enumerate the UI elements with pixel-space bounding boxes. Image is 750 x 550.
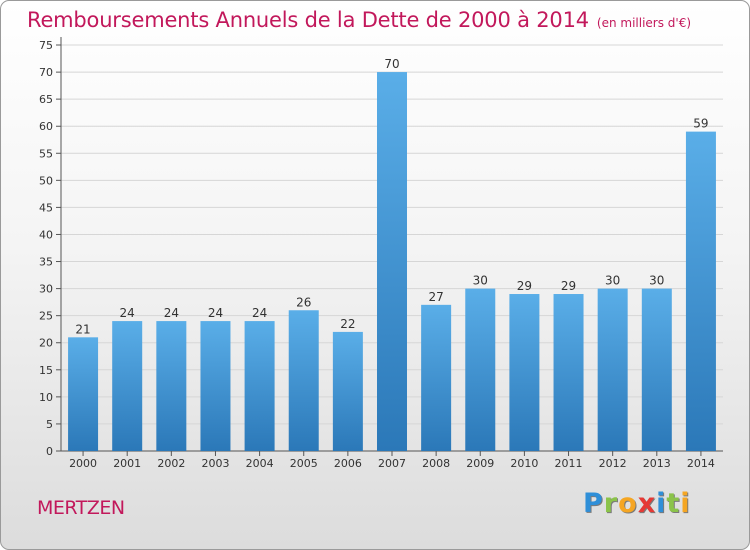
- tick-labels: 0 5 10 15 20 25 30 35 40 45 50 55 60 65 70 75 2000 2001 20…: [39, 39, 715, 470]
- bar-value-label: 29: [517, 279, 532, 293]
- y-tick-label: 60: [39, 120, 53, 133]
- logo-letter: r: [603, 488, 619, 519]
- bar: [112, 321, 143, 451]
- logo-letter: i: [656, 488, 667, 519]
- x-tick-label: 2012: [599, 457, 627, 470]
- x-tick-label: 2001: [113, 457, 141, 470]
- proxiti-logo[interactable]: Proxiti: [583, 488, 691, 519]
- y-tick-label: 65: [39, 93, 53, 106]
- bar-value-label: 27: [428, 290, 443, 304]
- y-tick-label: 25: [39, 310, 53, 323]
- y-tick-label: 0: [46, 445, 53, 458]
- logo-letter: o: [618, 488, 638, 519]
- x-tick-label: 2011: [555, 457, 583, 470]
- chart-title-text: Remboursements Annuels de la Dette de 20…: [27, 8, 589, 32]
- x-tick-label: 2013: [643, 457, 671, 470]
- bar-value-label: 22: [340, 317, 355, 331]
- bar: [200, 321, 231, 451]
- y-tick-label: 45: [39, 201, 53, 214]
- y-tick-label: 55: [39, 147, 53, 160]
- x-tick-label: 2003: [201, 457, 229, 470]
- y-tick-label: 20: [39, 337, 53, 350]
- bar: [553, 294, 584, 451]
- commune-name: MERTZEN: [37, 497, 125, 519]
- x-tick-label: 2000: [69, 457, 97, 470]
- x-tick-label: 2008: [422, 457, 450, 470]
- bar-value-label: 24: [120, 306, 135, 320]
- x-tick-label: 2014: [687, 457, 715, 470]
- bar-value-label: 30: [473, 274, 488, 288]
- bar: [597, 288, 628, 451]
- x-tick-label: 2004: [246, 457, 274, 470]
- bar-value-label: 24: [208, 306, 223, 320]
- data-labels: 21 24 24 24 24 26 22 70 27 30 29 29 30 30 59: [75, 57, 708, 336]
- bar: [641, 288, 672, 451]
- logo-letter: i: [680, 488, 691, 519]
- bar: [68, 337, 99, 451]
- bars: [68, 72, 716, 452]
- y-tick-label: 15: [39, 364, 53, 377]
- bar: [377, 72, 407, 452]
- logo-letter: P: [583, 488, 604, 519]
- y-tick-label: 50: [39, 174, 53, 187]
- x-tick-label: 2009: [466, 457, 494, 470]
- x-tick-label: 2006: [334, 457, 362, 470]
- y-tick-label: 70: [39, 66, 53, 79]
- bar-value-label: 21: [75, 322, 90, 336]
- x-tick-label: 2005: [290, 457, 318, 470]
- bar: [509, 294, 540, 451]
- x-tick-label: 2002: [157, 457, 185, 470]
- bar-value-label: 70: [384, 57, 399, 71]
- logo-letter: t: [666, 488, 681, 519]
- y-tick-label: 30: [39, 283, 53, 296]
- bar-value-label: 24: [164, 306, 179, 320]
- bar: [332, 331, 363, 451]
- bar-value-label: 59: [693, 117, 708, 131]
- bar-value-label: 26: [296, 295, 311, 309]
- chart-title: Remboursements Annuels de la Dette de 20…: [27, 8, 691, 32]
- bar: [244, 321, 275, 451]
- bar-value-label: 29: [561, 279, 576, 293]
- bar: [288, 310, 319, 451]
- y-tick-label: 35: [39, 256, 53, 269]
- bar-value-label: 30: [605, 274, 620, 288]
- bar-value-label: 24: [252, 306, 267, 320]
- x-tick-label: 2010: [510, 457, 538, 470]
- bar-value-label: 30: [649, 274, 664, 288]
- y-tick-label: 10: [39, 391, 53, 404]
- y-tick-label: 75: [39, 39, 53, 52]
- bar: [421, 304, 452, 451]
- y-tick-label: 40: [39, 228, 53, 241]
- bar: [156, 321, 187, 451]
- bar: [685, 131, 716, 451]
- chart-title-unit: (en milliers d'€): [596, 16, 692, 30]
- logo-letter: x: [637, 488, 657, 519]
- x-tick-label: 2007: [378, 457, 406, 470]
- bar: [465, 288, 496, 451]
- y-tick-label: 5: [46, 418, 53, 431]
